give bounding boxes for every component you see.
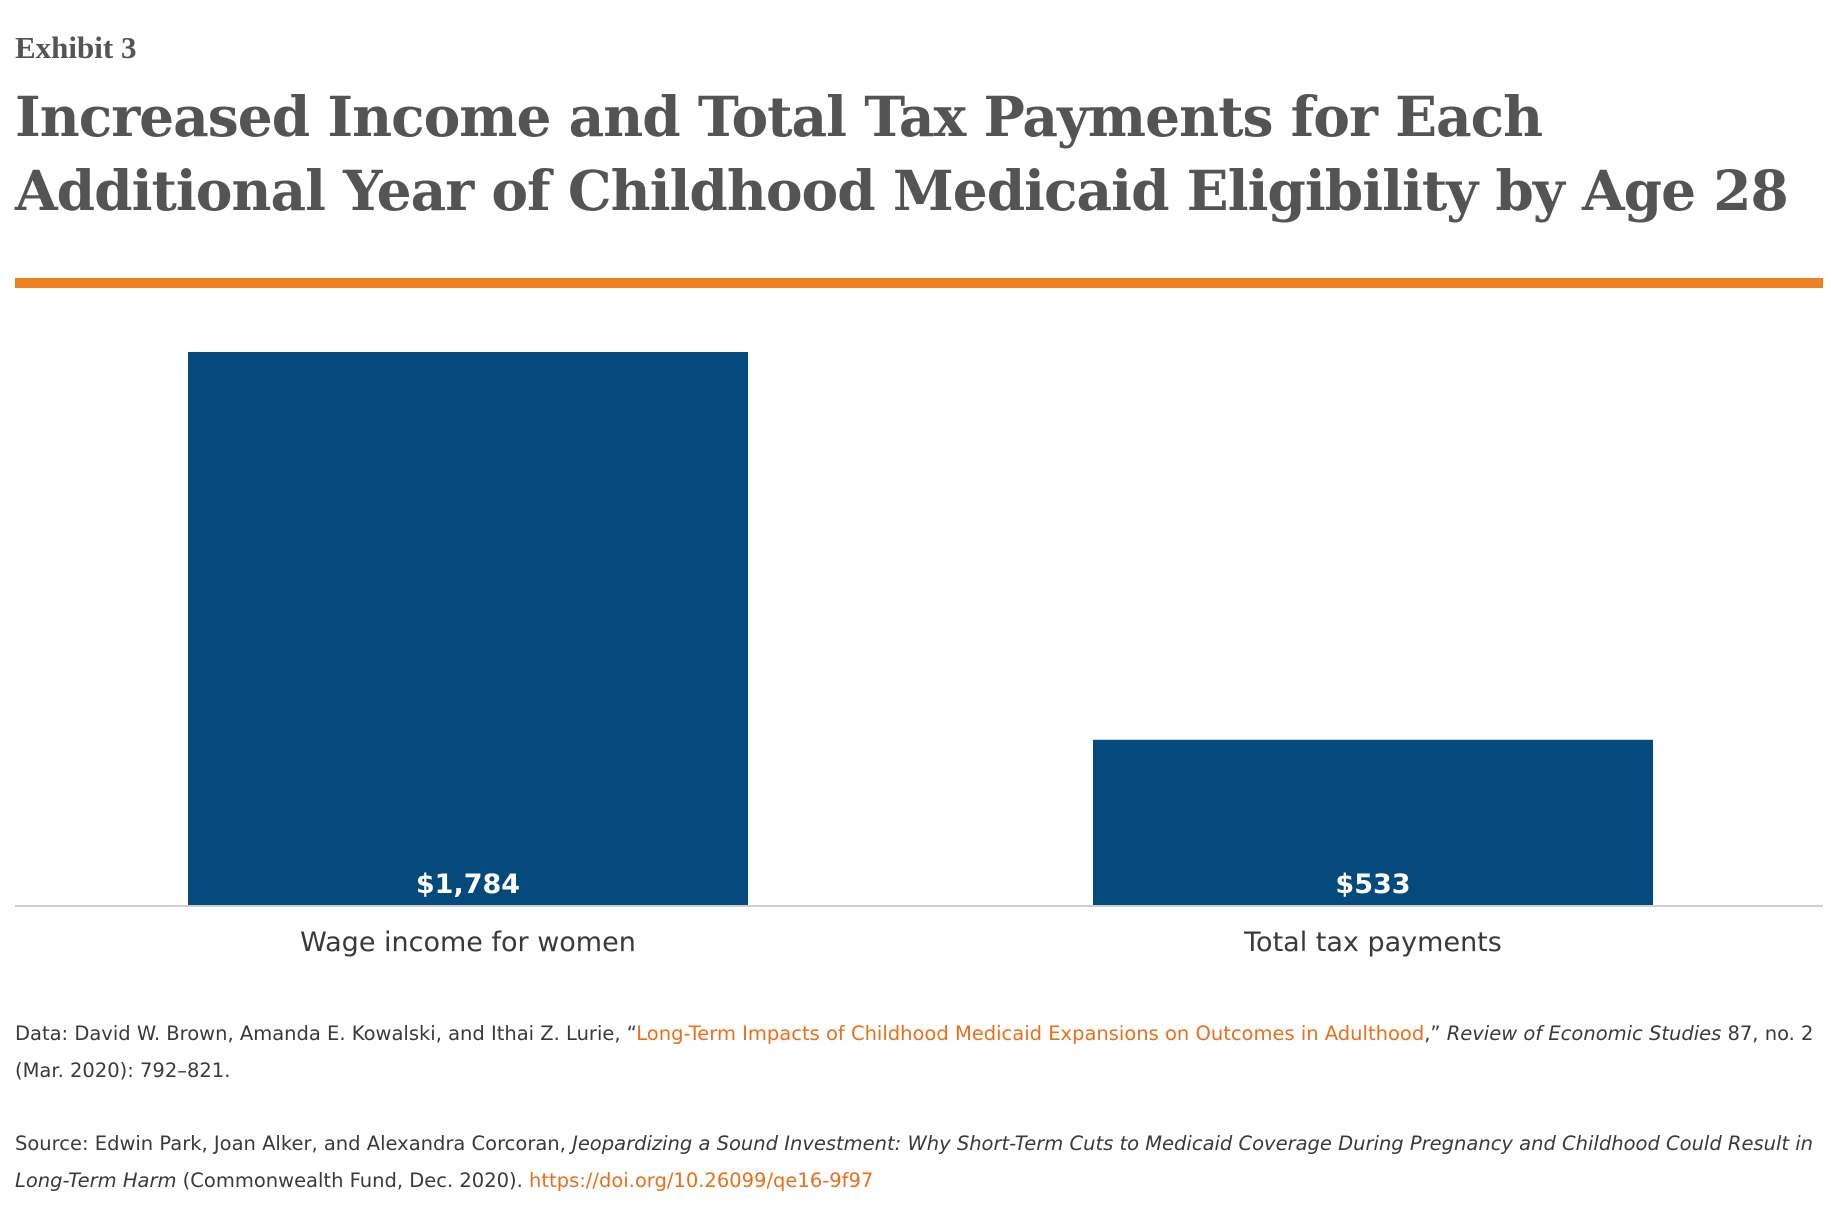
source-note: Source: Edwin Park, Joan Alker, and Alex…	[15, 1125, 1815, 1199]
exhibit-label: Exhibit 3	[15, 30, 137, 65]
data-note-prefix: Data: David W. Brown, Amanda E. Kowalski…	[15, 1022, 637, 1045]
source-note-suffix: (Commonwealth Fund, Dec. 2020).	[176, 1169, 530, 1192]
bar-value-label-2: $533	[1335, 869, 1410, 900]
data-journal-name: Review of Economic Studies	[1446, 1022, 1722, 1045]
bar-2	[1093, 739, 1653, 905]
bar-chart: $1,784 Wage income for women $533 Total tax…	[15, 352, 1823, 958]
chart-title: Increased Income and Total Tax Payments …	[15, 84, 1789, 223]
bar-1	[188, 352, 748, 905]
data-note: Data: David W. Brown, Amanda E. Kowalski…	[15, 1015, 1815, 1089]
title-accent-rule	[15, 278, 1823, 288]
data-note-suffix: 87, no. 2 (Mar. 2020): 792–821.	[15, 1022, 1814, 1082]
data-study-link[interactable]: Long-Term Impacts of Childhood Medicaid …	[636, 1022, 1425, 1045]
source-report-title: Jeopardizing a Sound Investment: Why Sho…	[15, 1132, 1814, 1192]
category-label-2: Total tax payments	[1243, 927, 1502, 958]
category-label-1: Wage income for women	[300, 927, 636, 958]
source-doi-link[interactable]: https://doi.org/10.26099/qe16-9f97	[529, 1169, 874, 1192]
data-note-mid: ,”	[1424, 1022, 1447, 1045]
bar-value-label-1: $1,784	[416, 869, 520, 900]
source-note-prefix: Source: Edwin Park, Joan Alker, and Alex…	[15, 1132, 573, 1155]
